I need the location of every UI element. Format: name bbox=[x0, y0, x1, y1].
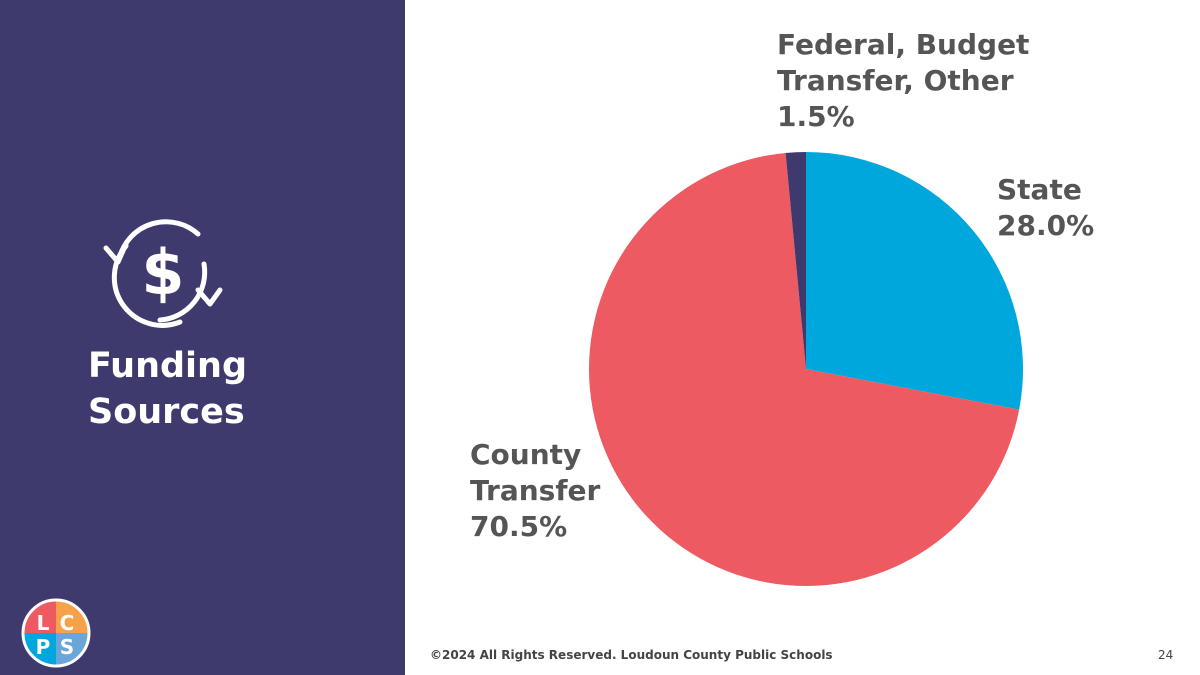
svg-text:C: C bbox=[60, 611, 75, 635]
pie-slice-federal-other bbox=[785, 152, 806, 369]
slice-label-state-value: 28.0% bbox=[997, 209, 1095, 242]
svg-text:$: $ bbox=[141, 236, 184, 309]
sidebar-panel: $ Funding Sources L C P S bbox=[0, 0, 405, 675]
section-title-line1: Funding bbox=[88, 346, 248, 386]
dollar-cycle-icon: $ bbox=[103, 219, 223, 328]
section-title: Funding Sources bbox=[88, 343, 388, 435]
slice-label-state-name: State bbox=[997, 173, 1082, 206]
section-title-line2: Sources bbox=[88, 392, 245, 432]
slice-label-federal-value: 1.5% bbox=[777, 100, 855, 133]
slice-label-state: State 28.0% bbox=[997, 172, 1177, 244]
slice-label-federal-name: Federal, Budget Transfer, Other bbox=[777, 28, 1030, 97]
slice-label-county-value: 70.5% bbox=[470, 510, 568, 543]
pie-slice-county-transfer bbox=[588, 152, 1020, 586]
svg-text:L: L bbox=[37, 611, 50, 635]
pie-slice-state bbox=[806, 152, 1023, 410]
svg-text:S: S bbox=[60, 635, 74, 659]
svg-text:P: P bbox=[36, 635, 51, 659]
slice-label-federal: Federal, Budget Transfer, Other 1.5% bbox=[777, 27, 1077, 135]
slice-label-county: County Transfer 70.5% bbox=[470, 437, 670, 545]
slice-label-county-name: County Transfer bbox=[470, 438, 601, 507]
lcps-logo: L C P S bbox=[21, 598, 91, 668]
page-number: 24 bbox=[1158, 648, 1174, 662]
footer-copyright: ©2024 All Rights Reserved. Loudoun Count… bbox=[430, 648, 833, 662]
